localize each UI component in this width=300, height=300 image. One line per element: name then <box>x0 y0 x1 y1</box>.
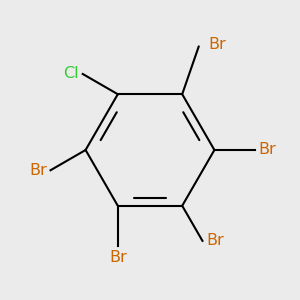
Text: Br: Br <box>259 142 276 158</box>
Text: Cl: Cl <box>63 67 79 82</box>
Text: Br: Br <box>29 163 47 178</box>
Text: Br: Br <box>206 233 224 248</box>
Text: Br: Br <box>109 250 127 265</box>
Text: Br: Br <box>208 37 226 52</box>
